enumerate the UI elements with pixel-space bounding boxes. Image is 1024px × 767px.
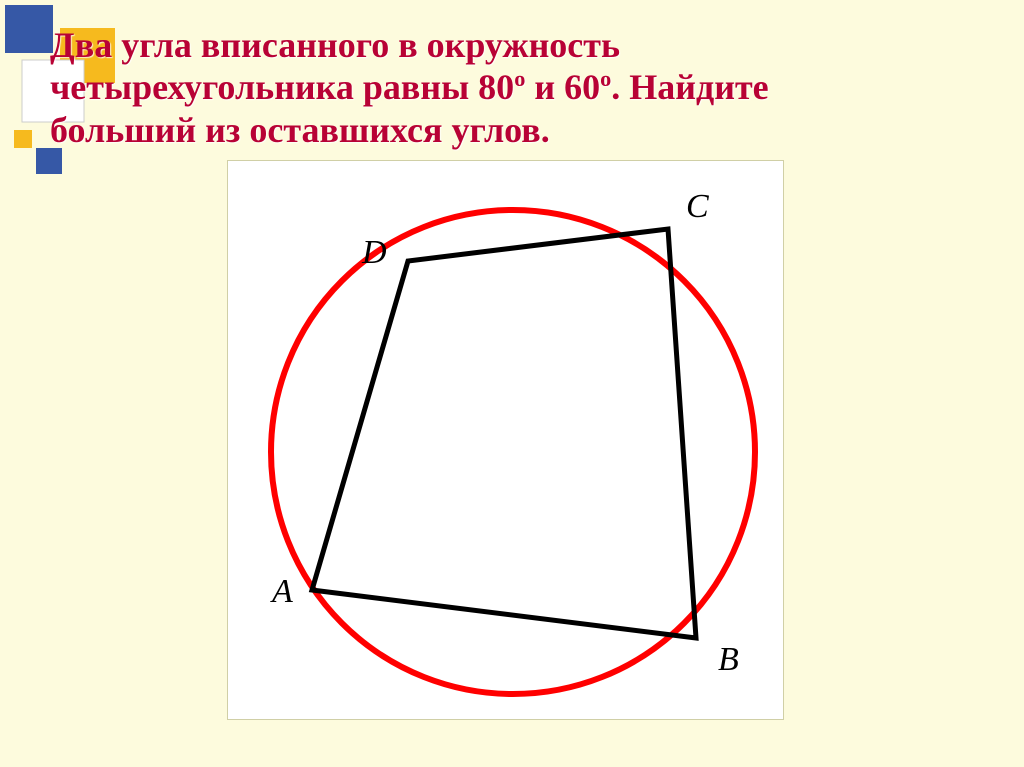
title-line-2c: . Найдите [611,67,768,107]
degree-sup-1: о [514,66,525,91]
problem-title: Два угла вписанного в окружность четырех… [0,0,1024,151]
vertex-label-C: C [686,188,709,225]
vertex-label-D: D [361,234,387,271]
geometry-diagram: A B C D [228,161,783,719]
title-line-2a: четырехугольника равны 80 [50,67,514,107]
title-line-1: Два угла вписанного в окружность [50,25,620,65]
degree-sup-2: о [600,66,611,91]
title-line-3: больший из оставшихся углов. [50,110,550,150]
vertex-label-A: A [270,573,293,610]
title-line-2b: и 60 [525,67,600,107]
vertex-label-B: B [718,641,739,678]
inscribed-quadrilateral [312,229,696,638]
figure-area: A B C D [0,151,1024,711]
figure-panel: A B C D [227,160,784,720]
